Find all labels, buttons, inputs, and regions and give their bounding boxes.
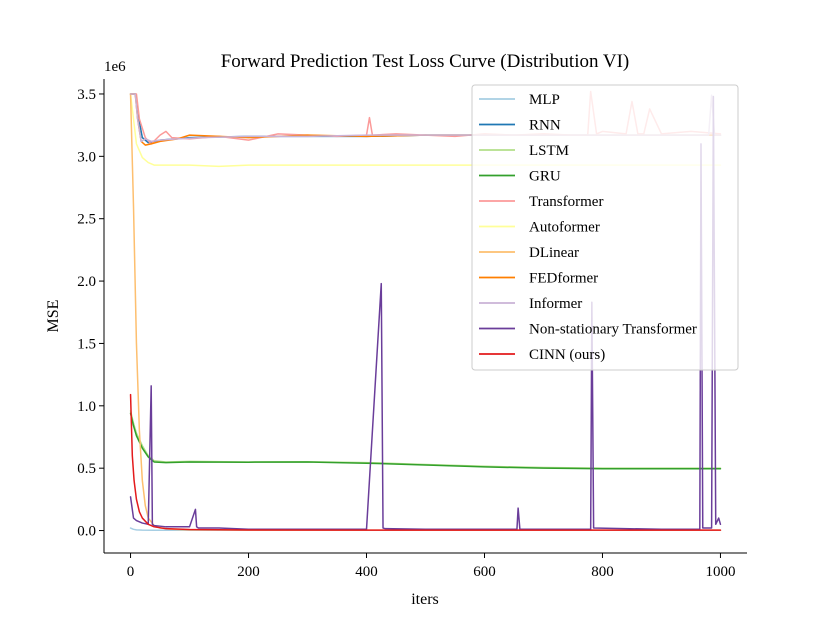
legend-entries: MLP RNN LSTM GRU Transformer Autoformer DLinea… bbox=[479, 92, 697, 363]
legend-label: GRU bbox=[529, 169, 561, 185]
legend-entry-transformer: Transformer bbox=[479, 194, 603, 210]
legend-entry-non-stationary-transformer: Non-stationary Transformer bbox=[479, 322, 697, 338]
x-tick-label: 400 bbox=[355, 564, 378, 580]
x-tick-label: 800 bbox=[591, 564, 614, 580]
y-tick-label: 0.5 bbox=[77, 461, 96, 477]
legend-frame bbox=[471, 84, 739, 371]
x-tick-label: 600 bbox=[473, 564, 496, 580]
y-ticks: 0.0 0.5 1.0 1.5 2.0 2.5 3.0 3.5 bbox=[77, 87, 104, 540]
y-tick-label: 3.5 bbox=[77, 87, 96, 103]
y-tick-label: 2.5 bbox=[77, 212, 96, 228]
legend-entry-gru: GRU bbox=[479, 169, 561, 185]
legend-label: LSTM bbox=[529, 143, 569, 159]
x-ticks: 0 200 400 600 800 1000 bbox=[127, 553, 735, 580]
legend-entry-cinn-ours: CINN (ours) bbox=[479, 347, 605, 363]
legend: MLP RNN LSTM GRU Transformer Autoformer DLinea… bbox=[471, 84, 739, 371]
legend-entry-rnn: RNN bbox=[479, 118, 561, 134]
y-offset-text: 1e6 bbox=[104, 59, 126, 75]
y-tick-label: 2.0 bbox=[77, 274, 96, 290]
x-tick-label: 0 bbox=[127, 564, 135, 580]
legend-entry-autoformer: Autoformer bbox=[479, 220, 600, 236]
legend-entry-mlp: MLP bbox=[479, 92, 560, 108]
legend-entry-dlinear: DLinear bbox=[479, 245, 579, 261]
legend-label: Autoformer bbox=[529, 220, 600, 236]
legend-entry-informer: Informer bbox=[479, 296, 582, 312]
legend-label: CINN (ours) bbox=[529, 347, 605, 363]
legend-label: Transformer bbox=[529, 194, 603, 210]
y-tick-label: 1.5 bbox=[77, 336, 96, 352]
legend-label: Informer bbox=[529, 296, 582, 312]
x-axis-label: iters bbox=[411, 591, 439, 608]
y-tick-label: 3.0 bbox=[77, 149, 96, 165]
legend-label: RNN bbox=[529, 118, 561, 134]
legend-label: FEDformer bbox=[529, 271, 598, 287]
y-tick-label: 0.0 bbox=[77, 524, 96, 540]
x-tick-label: 200 bbox=[237, 564, 260, 580]
y-axis-label: MSE bbox=[45, 300, 62, 333]
series-line-cinn-ours bbox=[129, 393, 722, 531]
legend-entry-fedformer: FEDformer bbox=[479, 271, 598, 287]
legend-entry-lstm: LSTM bbox=[479, 143, 569, 159]
legend-label: DLinear bbox=[529, 245, 579, 261]
legend-label: MLP bbox=[529, 92, 560, 108]
x-tick-label: 1000 bbox=[705, 564, 735, 580]
chart-title: Forward Prediction Test Loss Curve (Dist… bbox=[221, 51, 630, 72]
legend-label: Non-stationary Transformer bbox=[529, 322, 697, 338]
y-tick-label: 1.0 bbox=[77, 399, 96, 415]
